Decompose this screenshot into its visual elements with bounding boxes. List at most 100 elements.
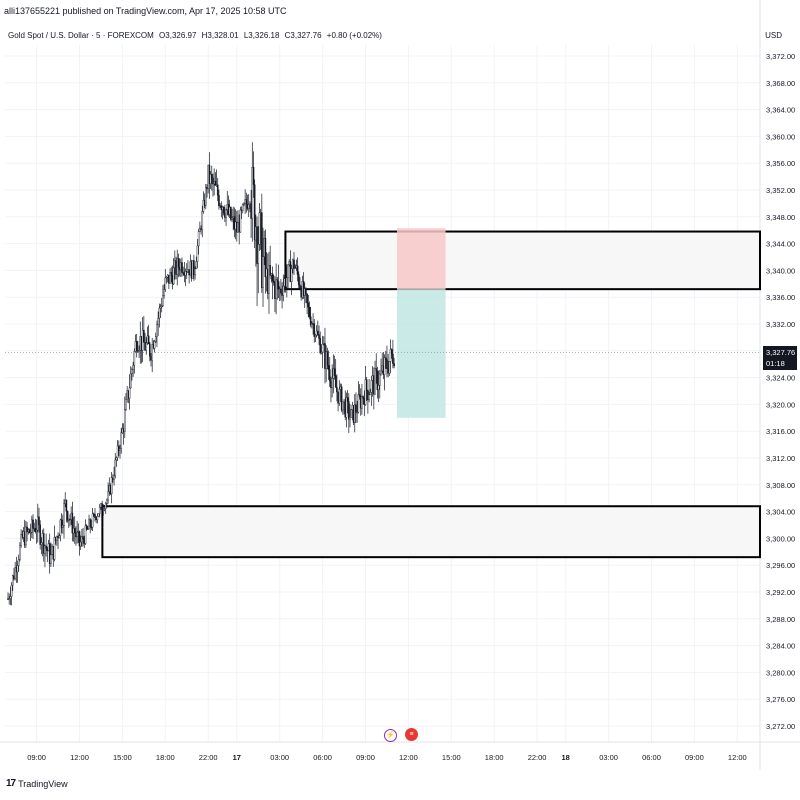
candle-body <box>94 514 96 518</box>
take-profit-zone <box>396 289 446 418</box>
bar-countdown: 01:18 <box>766 359 785 368</box>
candle-body <box>299 284 301 289</box>
candle-body <box>29 532 32 534</box>
candle-body <box>326 351 329 366</box>
candle-body <box>138 350 140 352</box>
x-tick-label: 22:00 <box>528 753 547 762</box>
x-tick-label: 15:00 <box>113 753 132 762</box>
candle-body <box>379 373 381 386</box>
candle-body <box>231 217 233 220</box>
candle-body <box>98 506 101 514</box>
candle-body <box>76 532 78 538</box>
candle-body <box>26 526 28 532</box>
candle-body <box>11 575 14 586</box>
candle-body <box>286 277 288 288</box>
candle-body <box>334 375 337 388</box>
candle-body <box>307 302 310 308</box>
candle-body <box>384 357 387 360</box>
candle-body <box>123 409 126 432</box>
candle-body <box>276 279 279 282</box>
candle-body <box>169 272 171 284</box>
candle-body <box>348 401 350 420</box>
candle-body <box>125 399 127 410</box>
candle-body <box>177 258 180 268</box>
candle-body <box>115 457 118 461</box>
candle-body <box>393 363 395 367</box>
candle-body <box>230 206 232 220</box>
candle-body <box>210 174 213 179</box>
candle-body <box>65 500 68 512</box>
candle-body <box>10 585 13 597</box>
ohlc-close: C3,327.76 <box>284 31 322 40</box>
candle-body <box>376 370 379 391</box>
candle-body <box>209 174 212 184</box>
y-tick-label: 3,360.00 <box>766 132 795 141</box>
x-tick-label: 12:00 <box>70 753 89 762</box>
candle-body <box>296 265 299 275</box>
y-tick-label: 3,364.00 <box>766 106 795 115</box>
candle-body <box>314 335 317 337</box>
candle-body <box>17 559 20 566</box>
candle-body <box>264 238 267 277</box>
x-tick-label: 03:00 <box>270 753 289 762</box>
candle-body <box>154 336 157 342</box>
lightning-icon[interactable]: ⚡ <box>384 729 397 742</box>
candle-body <box>369 392 372 396</box>
candle-body <box>53 537 56 560</box>
stop-loss-zone <box>396 228 446 290</box>
y-tick-label: 3,352.00 <box>766 186 795 195</box>
candle-body <box>239 209 242 233</box>
candle-body <box>389 349 392 362</box>
candle-body <box>59 519 62 536</box>
candle-body <box>71 512 74 534</box>
tradingview-logo-icon: 17 <box>6 778 16 789</box>
candle-body <box>56 536 58 541</box>
y-tick-label: 3,276.00 <box>766 695 795 704</box>
candle-body <box>40 542 43 545</box>
candle-body <box>253 184 256 241</box>
candle-body <box>201 211 204 230</box>
candle-body <box>380 370 382 375</box>
candle-body <box>78 531 81 547</box>
candle-body <box>163 289 165 297</box>
candle-body <box>172 267 175 285</box>
candle-body <box>151 344 153 361</box>
x-tick-label: 12:00 <box>399 753 418 762</box>
candle-body <box>272 280 275 283</box>
us-flag-icon[interactable]: ≡ <box>405 728 418 741</box>
candle-body <box>91 513 94 528</box>
candle-body <box>133 351 136 366</box>
candle-body <box>247 204 250 209</box>
candle-body <box>158 307 161 319</box>
y-tick-label: 3,336.00 <box>766 293 795 302</box>
candle-body <box>50 554 52 565</box>
y-tick-label: 3,368.00 <box>766 79 795 88</box>
x-tick-label: 18:00 <box>156 753 175 762</box>
candle-body <box>103 508 106 510</box>
candle-body <box>19 545 21 560</box>
x-tick-label: 03:00 <box>599 753 618 762</box>
candle-body <box>131 369 133 375</box>
candle-body <box>132 365 134 370</box>
candle-body <box>294 267 296 269</box>
symbol-name[interactable]: Gold Spot / U.S. Dollar · 5 · FOREXCOM <box>8 31 154 40</box>
candle-body <box>170 272 173 276</box>
currency-label: USD <box>765 31 782 40</box>
candle-body <box>333 368 336 376</box>
candle-body <box>345 397 348 418</box>
candle-body <box>48 543 51 565</box>
candle-body <box>336 387 338 393</box>
candle-body <box>38 516 40 525</box>
candle-body <box>160 305 163 308</box>
candle-body <box>287 264 289 279</box>
footer-brand[interactable]: 17 TradingView <box>6 778 68 789</box>
candle-body <box>346 397 349 402</box>
candle-body <box>357 394 360 413</box>
y-tick-label: 3,356.00 <box>766 159 795 168</box>
candle-body <box>386 359 388 369</box>
candle-body <box>164 277 167 290</box>
candle-body <box>262 256 264 288</box>
y-tick-label: 3,312.00 <box>766 454 795 463</box>
candle-body <box>355 404 357 413</box>
